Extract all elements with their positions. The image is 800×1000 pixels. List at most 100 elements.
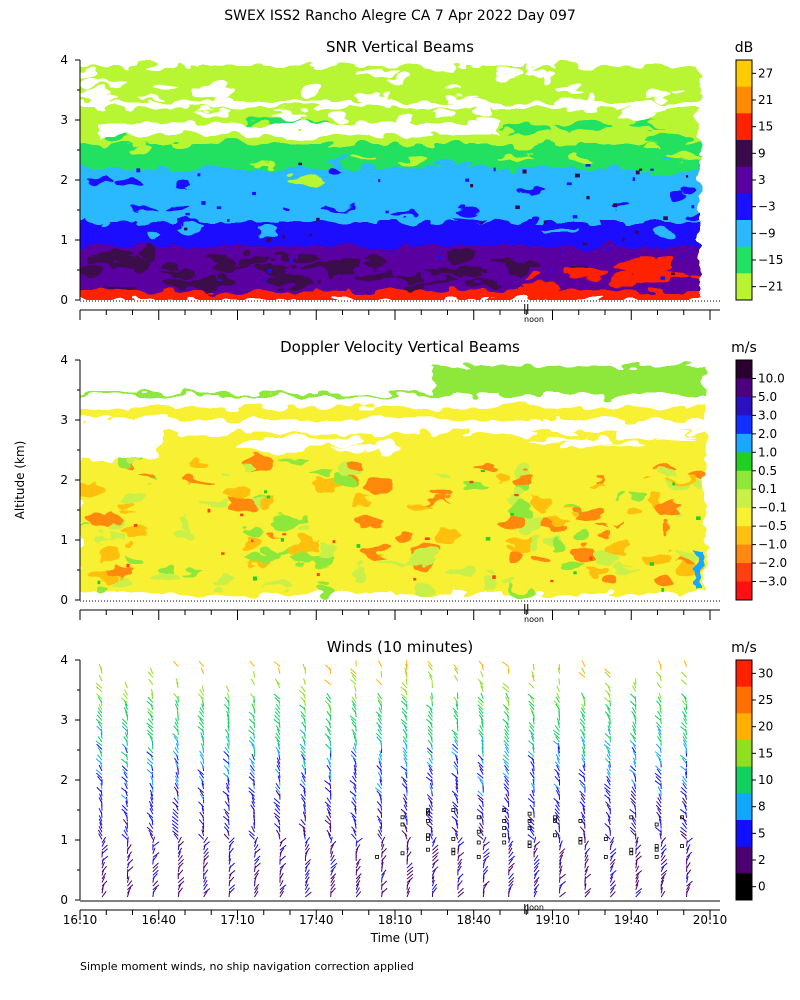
snr-layer [80,291,710,300]
wind-barb [429,782,433,790]
snr-gap-blob [438,60,454,69]
snr-blob [587,208,619,219]
wind-barb [303,833,306,840]
wind-barb [400,808,408,815]
wind-barb [630,790,637,797]
wind-barb [97,754,103,761]
calm-marker [426,808,430,812]
wind-barb [203,841,210,847]
doppler-blob [198,500,228,508]
wind-barb [251,703,255,710]
snr-gap-blob [152,83,179,89]
colorbar-swatch [736,433,752,453]
wind-barb [98,815,103,822]
wind-barb [686,854,691,862]
colorbar-label: 2 [758,853,766,867]
wind-barb [351,700,357,707]
wind-barb [377,718,383,725]
wind-barb [633,681,637,689]
wind-barb [274,815,281,822]
calm-marker [654,855,659,859]
doppler-blob [512,472,533,487]
wind-barb [584,840,589,847]
wind-barb [508,883,514,891]
wind-barb [326,710,332,718]
snr-speckle [252,191,256,196]
snr-speckle [339,277,342,281]
wind-barb [453,674,459,682]
wind-barb [508,865,514,873]
doppler-gap [178,425,239,438]
snr-blob [405,280,424,292]
wind-barb [453,710,459,718]
wind-barb [605,801,611,808]
wind-barb [124,703,128,710]
wind-barb [455,782,459,790]
wind-barb [304,862,311,869]
wind-barb [528,722,535,729]
wind-barb [249,765,255,772]
wind-barb [254,872,259,880]
doppler-gap [132,414,167,427]
wind-barb [530,761,535,768]
wind-barb [453,793,459,801]
wind-barb [97,696,103,703]
wind-barb [532,717,535,725]
wind-barb [482,865,489,873]
snr-blob [465,280,504,286]
snr-layer [80,144,710,168]
wind-barb [630,830,637,837]
doppler-blob [570,546,594,561]
wind-barb [426,718,433,725]
wind-barb [533,854,539,862]
wind-barb [604,711,611,718]
wind-barb [555,789,560,797]
wind-barb [326,797,332,804]
snr-blob [143,246,156,259]
wind-barb [330,869,334,876]
snr-blob [166,202,194,211]
snr-blob [286,174,326,185]
wind-barb [429,696,433,703]
wind-barb [377,808,382,815]
snr-gap-blob [80,68,101,79]
wind-barb [504,696,510,703]
winds-noon-label: noon [524,903,544,912]
wind-barb [405,663,408,671]
wind-barb [121,833,128,840]
wind-barb [98,807,103,815]
wind-barb [324,700,332,707]
wind-barb [427,664,433,671]
wind-barb [177,880,185,887]
wind-barb [97,721,103,729]
wind-barb [607,764,611,772]
wind-barb [401,711,408,718]
y-tick-label: 3 [60,713,68,727]
wind-barb [502,718,509,725]
calm-marker [578,819,583,823]
wind-barb [121,765,128,772]
doppler-blob [347,463,365,470]
snr-noon-label: noon [524,315,544,324]
wind-barb [555,736,560,743]
doppler-blob [324,513,343,523]
wind-barb [201,807,205,815]
doppler-blob [366,493,392,504]
wind-barb [355,844,361,851]
doppler-blob [667,471,692,482]
snr-speckle [378,179,381,183]
wind-barb [175,779,179,786]
wind-barb [610,870,617,876]
wind-barb [658,660,662,667]
wind-barb [302,829,306,836]
wind-barb [276,728,281,736]
snr-blob [391,213,418,219]
wind-barb [528,700,535,707]
calm-marker [654,844,659,848]
wind-barb [378,660,383,667]
doppler-blob [189,460,208,472]
wind-barb [477,696,484,703]
wind-barb [584,883,587,890]
wind-barb [97,707,103,714]
doppler-gap [563,436,611,446]
